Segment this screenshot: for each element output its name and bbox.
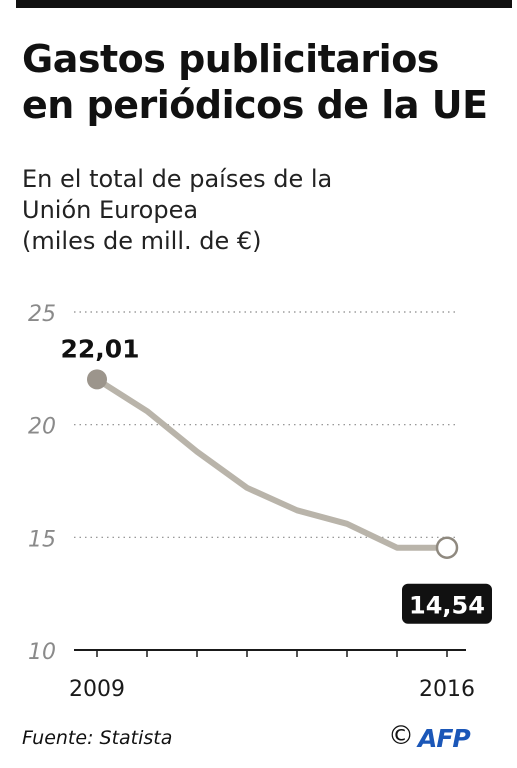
top-rule [16, 0, 512, 8]
subtitle-line-1: En el total de países de la [22, 165, 333, 193]
subtitle-line-3: (miles de mill. de €) [22, 227, 262, 255]
x-tick-label-2009: 2009 [69, 677, 125, 702]
line-chart: 10 15 20 25 2009 2016 22,01 14,54 [28, 302, 492, 702]
data-point-2009 [87, 369, 107, 390]
title-line-1: Gastos publicitarios [22, 37, 439, 81]
subtitle-line-2: Unión Europea [22, 196, 199, 224]
x-tick-label-2016: 2016 [419, 677, 475, 702]
chart-subtitle: En el total de países de la Unión Europe… [22, 164, 332, 257]
data-label-start: 22,01 [60, 334, 139, 363]
data-label-end: 14,54 [409, 592, 485, 620]
y-tick-label-20: 20 [28, 415, 56, 440]
y-tick-label-10: 10 [28, 640, 56, 665]
series-line [94, 376, 450, 551]
data-point-2016 [435, 536, 459, 559]
source-note: Fuente: Statista [22, 727, 173, 749]
y-tick-label-25: 25 [28, 302, 56, 327]
y-tick-label-15: 15 [28, 527, 56, 552]
data-label-end-box [402, 583, 492, 624]
chart-title: Gastos publicitarios en periódicos de la… [22, 36, 502, 128]
copyright-symbol: © [388, 721, 414, 751]
afp-logo: AFP [418, 724, 471, 753]
title-line-2: en periódicos de la UE [22, 83, 488, 127]
